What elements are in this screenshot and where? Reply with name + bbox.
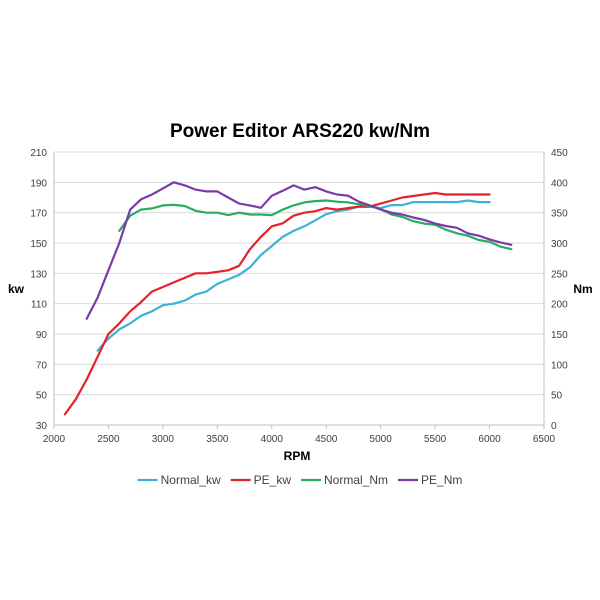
y-right-tick-label: 350 (551, 209, 568, 220)
y-right-tick-label: 250 (551, 269, 568, 280)
legend-label: PE_kw (254, 473, 292, 487)
y-left-tick-label: 150 (30, 239, 47, 250)
x-tick-label: 5500 (424, 434, 447, 445)
legend-label: PE_Nm (421, 473, 462, 487)
y-right-tick-label: 450 (551, 148, 568, 159)
series-lines (63, 181, 513, 416)
axes: 30 50 70 90 110 130 150 170 190 210 0 50 100 150 200 25… (30, 148, 568, 445)
series-line-normal-nm (118, 199, 513, 251)
x-tick-label: 6000 (478, 434, 501, 445)
legend-label: Normal_Nm (324, 473, 388, 487)
y-right-tick-label: 150 (551, 330, 568, 341)
y-left-tick-label: 30 (36, 421, 48, 432)
x-tick-label: 5000 (370, 434, 393, 445)
x-tick-label: 2500 (97, 434, 120, 445)
y-left-tick-label: 210 (30, 148, 47, 159)
y-right-tick-label: 400 (551, 178, 568, 189)
y-right-tick-label: 300 (551, 239, 568, 250)
x-tick-label: 4500 (315, 434, 338, 445)
x-axis-title: RPM (284, 449, 311, 463)
legend-label: Normal_kw (161, 473, 221, 487)
x-tick-label: 3000 (152, 434, 175, 445)
chart-title: Power Editor ARS220 kw/Nm (170, 121, 430, 142)
series-line-normal-kw (96, 199, 491, 352)
y-left-tick-label: 190 (30, 178, 47, 189)
legend: Normal_kw PE_kw Normal_Nm PE_Nm (137, 473, 462, 487)
y-left-tick-label: 170 (30, 209, 47, 220)
y-left-tick-label: 110 (31, 300, 47, 311)
x-tick-label: 6500 (533, 434, 556, 445)
y-right-tick-label: 0 (551, 421, 557, 432)
y-axis-left-title: kw (8, 282, 25, 296)
x-tick-label: 3500 (206, 434, 229, 445)
y-left-tick-label: 130 (30, 269, 47, 280)
gridlines (54, 151, 544, 426)
y-right-tick-label: 200 (551, 300, 568, 311)
y-left-tick-label: 50 (36, 391, 48, 402)
y-axis-right-title: Nm (573, 282, 592, 296)
y-left-tick-label: 90 (36, 330, 48, 341)
y-right-tick-label: 100 (551, 360, 568, 371)
series-line-pe-nm (85, 181, 513, 320)
y-left-tick-label: 70 (36, 360, 48, 371)
series-line-pe-kw (63, 191, 491, 416)
x-tick-label: 4000 (261, 434, 284, 445)
x-tick-label: 2000 (43, 434, 66, 445)
y-right-tick-label: 50 (551, 391, 563, 402)
